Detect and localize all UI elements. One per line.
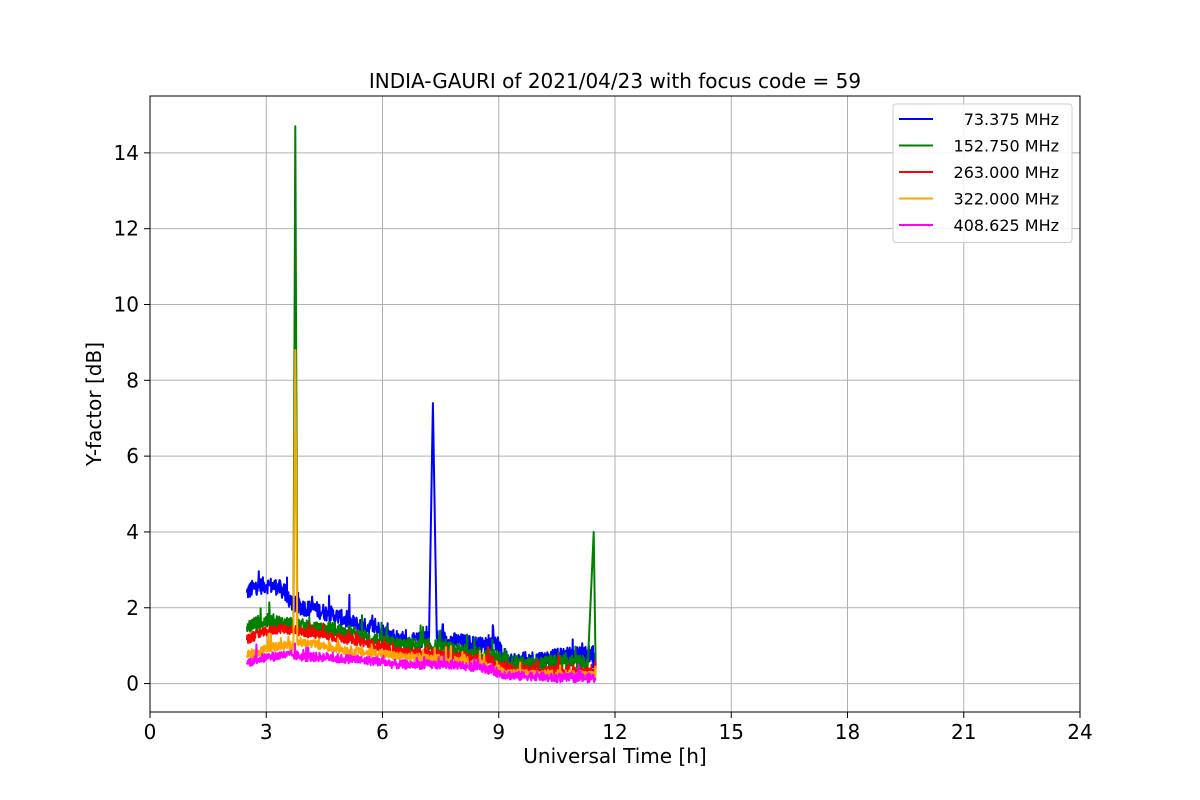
series-line-4 — [245, 642, 597, 684]
x-tick-label: 0 — [144, 720, 157, 744]
series-group — [245, 125, 597, 684]
x-tick-label: 6 — [376, 720, 389, 744]
legend-entry: 73.375 MHz — [964, 110, 1059, 129]
legend-entry: 263.000 MHz — [954, 163, 1059, 182]
y-tick-label: 6 — [126, 444, 139, 468]
x-axis-label: Universal Time [h] — [523, 744, 706, 768]
legend: 73.375 MHz 152.750 MHz 263.000 MHz 322.000 … — [892, 103, 1073, 243]
x-tick-label: 21 — [951, 720, 976, 744]
x-tick-label: 9 — [492, 720, 505, 744]
y-tick-label: 12 — [114, 217, 139, 241]
chart-title: INDIA-GAURI of 2021/04/23 with focus cod… — [369, 69, 861, 93]
y-tick-label: 10 — [114, 292, 139, 316]
series-line-1 — [245, 125, 597, 674]
x-tick-label: 18 — [835, 720, 860, 744]
x-axis: 0 3 6 9 12 15 18 21 24 — [144, 712, 1093, 744]
legend-box — [892, 103, 1073, 243]
y-tick-label: 0 — [126, 672, 139, 696]
x-tick-label: 15 — [719, 720, 744, 744]
y-axis: 0 2 4 6 8 10 12 14 — [114, 141, 150, 696]
legend-entry: 408.625 MHz — [954, 216, 1059, 235]
x-tick-label: 12 — [602, 720, 627, 744]
y-tick-label: 14 — [114, 141, 139, 165]
legend-entry: 322.000 MHz — [954, 190, 1059, 209]
y-tick-label: 8 — [126, 368, 139, 392]
legend-entry: 152.750 MHz — [954, 137, 1059, 156]
y-tick-label: 2 — [126, 596, 139, 620]
y-tick-label: 4 — [126, 520, 139, 544]
x-tick-label: 3 — [260, 720, 273, 744]
y-axis-label: Y-factor [dB] — [82, 342, 106, 467]
x-tick-label: 24 — [1067, 720, 1092, 744]
